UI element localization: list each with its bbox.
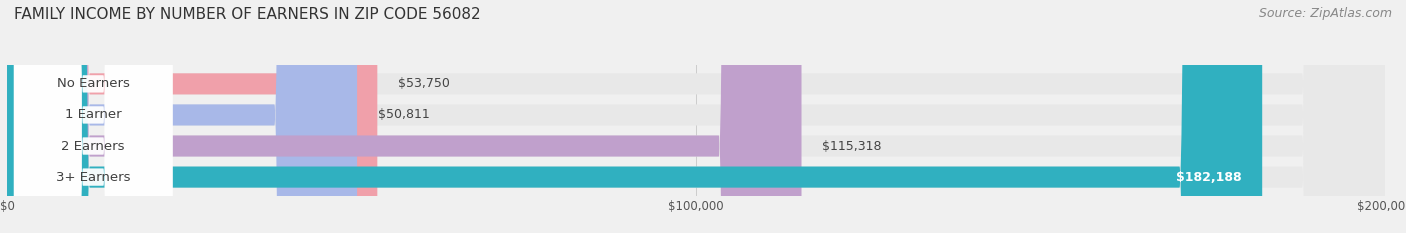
Text: FAMILY INCOME BY NUMBER OF EARNERS IN ZIP CODE 56082: FAMILY INCOME BY NUMBER OF EARNERS IN ZI… <box>14 7 481 22</box>
Text: 3+ Earners: 3+ Earners <box>56 171 131 184</box>
FancyBboxPatch shape <box>7 0 1263 233</box>
FancyBboxPatch shape <box>14 0 173 233</box>
FancyBboxPatch shape <box>14 0 173 233</box>
FancyBboxPatch shape <box>7 0 801 233</box>
FancyBboxPatch shape <box>7 0 1385 233</box>
FancyBboxPatch shape <box>14 0 173 233</box>
Text: $115,318: $115,318 <box>823 140 882 153</box>
FancyBboxPatch shape <box>14 0 173 233</box>
FancyBboxPatch shape <box>7 0 1385 233</box>
Text: 1 Earner: 1 Earner <box>65 108 121 121</box>
Text: Source: ZipAtlas.com: Source: ZipAtlas.com <box>1258 7 1392 20</box>
Text: $53,750: $53,750 <box>398 77 450 90</box>
Text: 2 Earners: 2 Earners <box>62 140 125 153</box>
FancyBboxPatch shape <box>7 0 1385 233</box>
Text: $50,811: $50,811 <box>378 108 429 121</box>
FancyBboxPatch shape <box>7 0 357 233</box>
Text: $182,188: $182,188 <box>1175 171 1241 184</box>
Text: No Earners: No Earners <box>56 77 129 90</box>
FancyBboxPatch shape <box>7 0 1385 233</box>
FancyBboxPatch shape <box>7 0 377 233</box>
